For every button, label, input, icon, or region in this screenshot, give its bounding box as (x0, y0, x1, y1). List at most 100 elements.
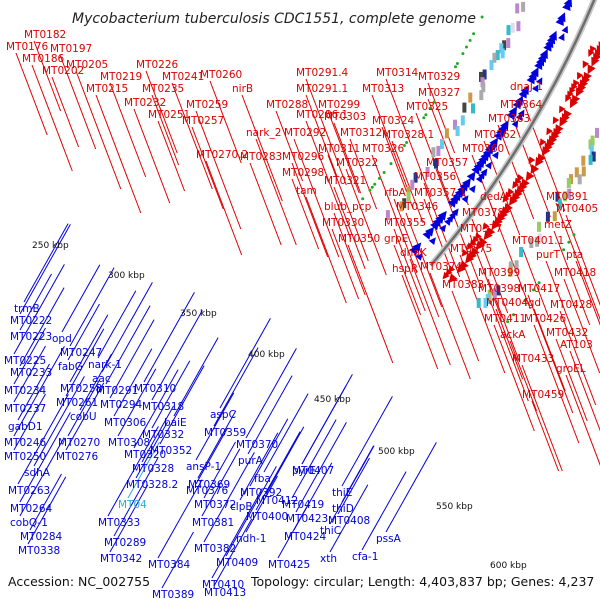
label-leader-line (345, 168, 387, 276)
kbp-tick-label: 400 kbp (248, 350, 285, 360)
label-leader-line (75, 70, 122, 190)
forward-gene-arrow (456, 263, 467, 274)
gene-label: MT0352 (150, 445, 192, 457)
gene-label: MT0389 (152, 589, 194, 600)
reverse-gene-arrow (439, 224, 447, 233)
rna-dot (468, 38, 472, 42)
cog-block (506, 38, 511, 48)
label-leader-line (79, 353, 112, 411)
forward-gene-arrow (491, 220, 501, 230)
rna-dot (361, 197, 365, 201)
label-leader-line (67, 379, 100, 437)
cog-block (462, 102, 467, 113)
gene-label: MT0264 (10, 503, 53, 515)
forward-gene-arrow (535, 156, 544, 167)
label-leader-line (497, 124, 535, 220)
gene-label: MT0419 (282, 499, 324, 511)
gene-label: MT0289 (104, 537, 146, 549)
gene-label: nark-1 (88, 359, 122, 371)
gene-label: MT0306 (104, 417, 147, 429)
gene-label: MT0423 (286, 513, 328, 525)
label-leader-line (451, 290, 480, 362)
reverse-gene-arrow (491, 151, 499, 160)
gene-label: MT0310 (134, 383, 176, 395)
reverse-gene-arrow (485, 161, 492, 170)
rna-dot (461, 52, 465, 56)
gene-label: MT0383 (442, 279, 484, 291)
rna-dot (512, 313, 515, 317)
gene-label: MT0357 (426, 157, 468, 169)
label-leader-line (109, 82, 147, 178)
forward-gene-arrow (591, 56, 600, 67)
gene-label: MT0426 (524, 313, 567, 325)
cog-block (555, 191, 560, 202)
gene-label: MT0404 (486, 297, 529, 309)
gene-label: MT0321 (324, 175, 366, 187)
reverse-gene-arrow (409, 245, 419, 256)
reverse-gene-arrow (471, 164, 481, 175)
label-leader-line (109, 484, 149, 553)
label-leader-line (61, 264, 101, 333)
cog-block (453, 119, 457, 130)
label-leader-line (565, 374, 600, 466)
gene-label: dnaK (400, 247, 428, 259)
gene-label: MT0303 (324, 111, 366, 123)
gene-label: grpE (384, 233, 408, 245)
gene-label: MT0288 (266, 99, 308, 111)
label-leader-line (347, 244, 394, 364)
cog-block (521, 1, 526, 12)
gene-label: MT0417 (518, 283, 560, 295)
gene-label: nirB (232, 83, 253, 95)
gene-label: blub_pcp (324, 201, 372, 213)
label-leader-line (13, 346, 65, 437)
cog-block (436, 145, 441, 156)
label-leader-line (305, 78, 347, 186)
label-leader-line (333, 122, 362, 194)
gene-label: MT0374 (420, 261, 463, 273)
gene-label: fba (254, 473, 271, 485)
gene-label: MT0291 (96, 385, 138, 397)
label-leader-line (205, 160, 243, 256)
forward-gene-arrow (575, 86, 585, 98)
label-leader-line (13, 393, 46, 451)
rna-dot (532, 288, 535, 292)
label-leader-line (385, 78, 432, 198)
gene-label: MT0291.1 (296, 83, 348, 95)
label-leader-line (195, 110, 242, 230)
gene-label: MT0284 (20, 531, 63, 543)
gene-label: MT0225 (4, 355, 46, 367)
rna-dot (506, 320, 510, 324)
reverse-gene-arrow (461, 195, 469, 203)
reverse-gene-arrow (558, 33, 565, 41)
cog-block (537, 221, 541, 232)
label-leader-line (107, 426, 159, 517)
gene-label: MT0330 (322, 217, 364, 229)
cog-block (406, 186, 411, 197)
label-leader-line (219, 318, 271, 409)
gene-label: fgd (524, 297, 541, 309)
gene-label: MT0318 (142, 401, 184, 413)
label-leader-line (135, 421, 168, 479)
label-leader-line (109, 319, 155, 399)
label-leader-line (249, 162, 282, 246)
forward-gene-arrow (582, 60, 590, 69)
rna-dot (572, 233, 576, 237)
label-leader-line (17, 363, 50, 421)
label-leader-line (247, 375, 293, 455)
gene-label: ackA (500, 329, 526, 341)
gene-label: MT0384 (148, 559, 191, 571)
label-leader-line (145, 70, 178, 154)
rna-dot (432, 100, 436, 104)
gene-label: MT0412 (256, 495, 298, 507)
forward-gene-arrow (539, 138, 547, 147)
label-leader-line (301, 385, 347, 465)
label-leader-line (213, 518, 253, 587)
gene-label: MT0270 (58, 437, 100, 449)
label-leader-line (559, 310, 597, 406)
reverse-gene-arrow (543, 41, 552, 52)
label-leader-line (555, 202, 600, 321)
rna-dot (455, 62, 459, 65)
label-leader-line (51, 76, 80, 148)
gene-label: MT0407 (292, 465, 334, 477)
label-leader-line (13, 264, 65, 355)
